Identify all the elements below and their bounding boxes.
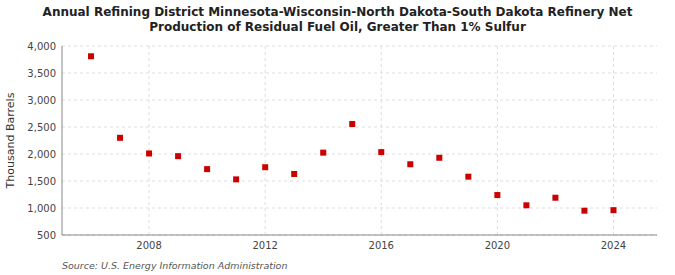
y-tick-label: 4,000 bbox=[27, 41, 56, 52]
y-tick-label: 3,000 bbox=[27, 95, 56, 106]
subtitle: Production of Residual Fuel Oil, Greater… bbox=[149, 20, 526, 34]
x-axis-line bbox=[62, 235, 657, 236]
grid-line-y bbox=[62, 181, 657, 182]
grid-line-x bbox=[497, 46, 498, 235]
y-tick-label: 1,500 bbox=[27, 176, 56, 187]
grid-line-x bbox=[381, 46, 382, 235]
x-tick-label: 2024 bbox=[601, 240, 626, 251]
point bbox=[175, 153, 181, 159]
point bbox=[610, 207, 616, 213]
y-tick-label: 2,000 bbox=[27, 149, 56, 160]
grid-line-y bbox=[62, 235, 657, 236]
point bbox=[465, 174, 471, 180]
point bbox=[233, 176, 239, 182]
point bbox=[146, 150, 152, 156]
x-tick-label: 2008 bbox=[136, 240, 161, 251]
point bbox=[436, 155, 442, 161]
y-tick-label: 1,000 bbox=[27, 203, 56, 214]
x-tick-label: 2012 bbox=[252, 240, 277, 251]
grid-line-y bbox=[62, 100, 657, 101]
point bbox=[349, 121, 355, 127]
point bbox=[552, 195, 558, 201]
grid-line-y bbox=[62, 127, 657, 128]
grid bbox=[62, 46, 657, 235]
grid-line-x bbox=[265, 46, 266, 235]
point bbox=[291, 171, 297, 177]
point bbox=[88, 53, 94, 59]
point bbox=[378, 149, 384, 155]
grid-line-y bbox=[62, 46, 657, 47]
point bbox=[407, 161, 413, 167]
x-tick-label: 2016 bbox=[369, 240, 394, 251]
y-tick-label: 500 bbox=[37, 230, 56, 241]
y-tick-label: 3,500 bbox=[27, 68, 56, 79]
chart: Annual Refining District Minnesota-Wisco… bbox=[0, 0, 675, 275]
y-tick-label: 2,500 bbox=[27, 122, 56, 133]
point bbox=[494, 192, 500, 198]
annotation: Source: U.S. Energy Information Administ… bbox=[62, 260, 287, 271]
point bbox=[581, 208, 587, 214]
point bbox=[204, 166, 210, 172]
x-tick-label: 2020 bbox=[485, 240, 510, 251]
axes: 500 1,000 1,500 2,000 2,500 3,000 3,500 4,000 20… bbox=[27, 41, 657, 252]
title: Annual Refining District Minnesota-Wisco… bbox=[43, 5, 633, 19]
grid-line-x bbox=[149, 46, 150, 235]
grid-line-y bbox=[62, 73, 657, 74]
point bbox=[117, 135, 123, 141]
point bbox=[320, 150, 326, 156]
chart-container: Annual Refining District Minnesota-Wisco… bbox=[0, 0, 675, 275]
y-axis-label: Thousand Barrels bbox=[4, 92, 17, 189]
point bbox=[523, 202, 529, 208]
point bbox=[262, 164, 268, 170]
grid-line-y bbox=[62, 208, 657, 209]
grid-line-x bbox=[613, 46, 614, 235]
y-axis-line bbox=[62, 46, 63, 235]
points bbox=[88, 53, 616, 213]
